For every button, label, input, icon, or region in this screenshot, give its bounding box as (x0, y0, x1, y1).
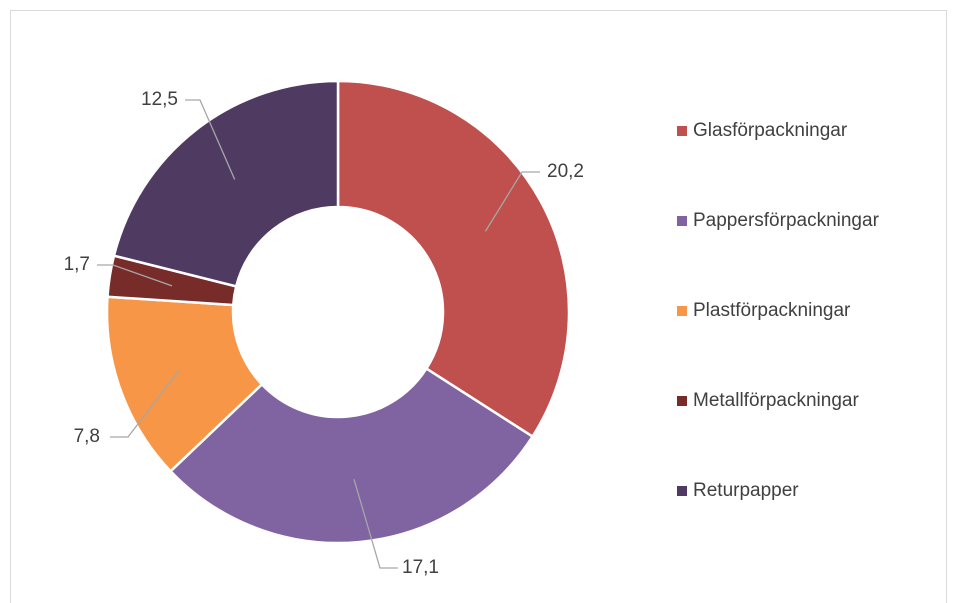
leader-line (185, 99, 236, 180)
donut-slice (336, 79, 571, 439)
leader-line (110, 368, 181, 438)
legend-swatch (677, 396, 687, 406)
leader-line (353, 479, 398, 569)
legend-label: Metallförpackningar (693, 390, 859, 411)
donut-slice (105, 295, 264, 473)
chart-frame (10, 10, 947, 603)
legend-label: Returpapper (693, 480, 799, 501)
legend-swatch (677, 216, 687, 226)
donut-slice (168, 366, 535, 545)
legend-swatch (677, 486, 687, 496)
leader-line (97, 264, 173, 287)
legend-label: Glasförpackningar (693, 120, 848, 141)
data-label: 17,1 (402, 557, 439, 578)
legend-label: Plastförpackningar (693, 300, 851, 321)
data-label: 1,7 (64, 254, 90, 275)
leader-line (484, 171, 540, 232)
data-label: 7,8 (74, 426, 100, 447)
legend-label: Pappersförpackningar (693, 210, 880, 231)
legend-swatch (677, 306, 687, 316)
donut-slice (112, 79, 340, 288)
data-label: 12,5 (141, 89, 178, 110)
legend-swatch (677, 126, 687, 136)
data-label: 20,2 (547, 161, 584, 182)
